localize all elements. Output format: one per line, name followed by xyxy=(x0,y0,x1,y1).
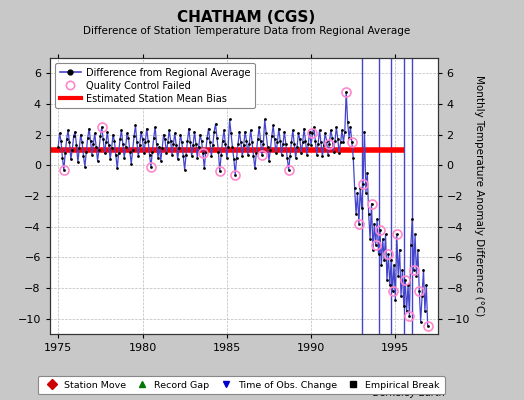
Legend: Station Move, Record Gap, Time of Obs. Change, Empirical Break: Station Move, Record Gap, Time of Obs. C… xyxy=(38,376,444,394)
Y-axis label: Monthly Temperature Anomaly Difference (°C): Monthly Temperature Anomaly Difference (… xyxy=(474,75,484,317)
Text: Difference of Station Temperature Data from Regional Average: Difference of Station Temperature Data f… xyxy=(83,26,410,36)
Legend: Difference from Regional Average, Quality Control Failed, Estimated Station Mean: Difference from Regional Average, Qualit… xyxy=(54,63,255,108)
Text: Berkeley Earth: Berkeley Earth xyxy=(373,388,445,398)
Text: CHATHAM (CGS): CHATHAM (CGS) xyxy=(177,10,315,25)
